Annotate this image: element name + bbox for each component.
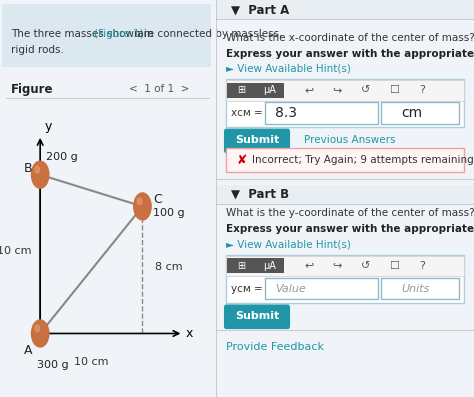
Text: Units: Units: [401, 283, 430, 294]
FancyBboxPatch shape: [265, 278, 378, 299]
FancyBboxPatch shape: [381, 102, 458, 124]
Text: 10 cm: 10 cm: [0, 246, 32, 256]
Text: (Figure 1): (Figure 1): [94, 29, 144, 39]
Text: ?: ?: [419, 85, 425, 95]
Text: ▼  Part A: ▼ Part A: [231, 3, 290, 16]
FancyBboxPatch shape: [228, 258, 255, 273]
Text: ► View Available Hint(s): ► View Available Hint(s): [226, 64, 351, 74]
Text: Submit: Submit: [235, 135, 279, 145]
Text: 300 g: 300 g: [37, 360, 69, 370]
Text: are connected by massless,: are connected by massless,: [134, 29, 282, 39]
Circle shape: [35, 325, 39, 332]
Text: ☐: ☐: [389, 85, 399, 95]
FancyBboxPatch shape: [255, 258, 284, 273]
FancyBboxPatch shape: [226, 255, 464, 303]
Text: Incorrect; Try Again; 9 attempts remaining: Incorrect; Try Again; 9 attempts remaini…: [252, 155, 474, 165]
FancyBboxPatch shape: [381, 278, 458, 299]
Text: ⊞: ⊞: [237, 85, 246, 95]
FancyBboxPatch shape: [226, 80, 464, 101]
Text: Submit: Submit: [235, 310, 279, 321]
Text: 10 cm: 10 cm: [74, 357, 109, 367]
FancyBboxPatch shape: [216, 185, 474, 204]
Text: ↺: ↺: [361, 260, 370, 271]
Text: ↪: ↪: [332, 260, 342, 271]
Text: Express your answer with the appropriate units.: Express your answer with the appropriate…: [226, 224, 474, 234]
FancyBboxPatch shape: [255, 83, 284, 98]
Text: Provide Feedback: Provide Feedback: [226, 342, 324, 353]
Text: C: C: [153, 193, 162, 206]
Text: What is the y-coordinate of the center of mass?: What is the y-coordinate of the center o…: [226, 208, 474, 218]
Circle shape: [137, 198, 142, 205]
Text: 200 g: 200 g: [46, 152, 78, 162]
Text: x: x: [185, 327, 193, 340]
Text: μA: μA: [264, 260, 276, 271]
FancyBboxPatch shape: [2, 4, 211, 67]
FancyBboxPatch shape: [226, 148, 464, 172]
Text: The three masses shown in: The three masses shown in: [11, 29, 156, 39]
Circle shape: [31, 161, 49, 188]
Text: ↺: ↺: [361, 85, 370, 95]
Circle shape: [35, 166, 39, 173]
Text: Previous Answers: Previous Answers: [303, 135, 395, 145]
Text: cm: cm: [401, 106, 423, 120]
Text: ⊞: ⊞: [237, 260, 246, 271]
Text: What is the x-coordinate of the center of mass?: What is the x-coordinate of the center o…: [226, 33, 474, 43]
FancyBboxPatch shape: [224, 304, 290, 329]
FancyBboxPatch shape: [226, 256, 464, 276]
Text: ✘: ✘: [237, 154, 247, 166]
Circle shape: [134, 193, 151, 220]
Text: ↩: ↩: [304, 260, 313, 271]
FancyBboxPatch shape: [228, 83, 255, 98]
Text: 8.3: 8.3: [275, 106, 297, 120]
FancyBboxPatch shape: [265, 102, 378, 124]
Text: rigid rods.: rigid rods.: [11, 44, 64, 55]
Text: B: B: [24, 162, 32, 175]
FancyBboxPatch shape: [224, 129, 290, 153]
Text: ?: ?: [419, 260, 425, 271]
Text: <  1 of 1  >: < 1 of 1 >: [129, 84, 190, 94]
FancyBboxPatch shape: [216, 0, 474, 19]
Circle shape: [31, 320, 49, 347]
Text: ☐: ☐: [389, 260, 399, 271]
Text: y: y: [44, 120, 52, 133]
Text: A: A: [24, 344, 32, 357]
Text: ↩: ↩: [304, 85, 313, 95]
Text: yᴄᴍ =: yᴄᴍ =: [231, 283, 263, 294]
Text: 8 cm: 8 cm: [155, 262, 182, 272]
Text: ↪: ↪: [332, 85, 342, 95]
Text: 100 g: 100 g: [153, 208, 185, 218]
Text: Express your answer with the appropriate units.: Express your answer with the appropriate…: [226, 48, 474, 59]
Text: ► View Available Hint(s): ► View Available Hint(s): [226, 239, 351, 249]
Text: ▼  Part B: ▼ Part B: [231, 188, 289, 200]
FancyBboxPatch shape: [226, 79, 464, 127]
Text: Value: Value: [275, 283, 306, 294]
Text: Figure: Figure: [11, 83, 53, 96]
Text: μA: μA: [264, 85, 276, 95]
Text: xᴄᴍ =: xᴄᴍ =: [231, 108, 263, 118]
